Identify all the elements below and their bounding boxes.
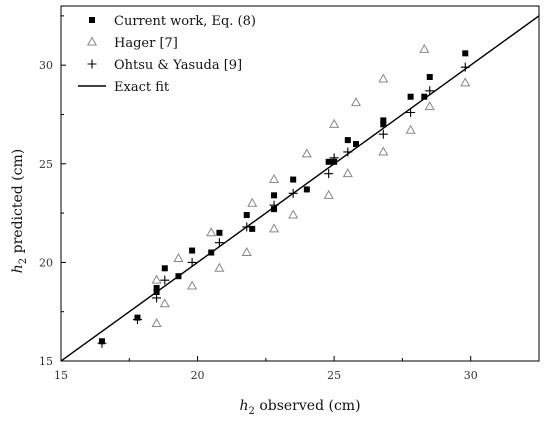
data-point-s2-13: [406, 108, 416, 117]
y-tick-label: 20: [39, 256, 53, 269]
data-point-s1-7: [241, 247, 252, 257]
data-point-s1-6: [214, 262, 225, 272]
data-point-s0-12: [271, 192, 278, 199]
data-point-s1-3: [173, 252, 184, 262]
x-axis-label: h2 observed (cm): [239, 398, 360, 417]
y-axis-label: h2 predicted (cm): [10, 149, 29, 273]
data-point-s0-18: [352, 141, 359, 148]
data-point-s1-18: [378, 73, 389, 83]
data-point-s0-10: [249, 225, 256, 232]
data-point-s1-10: [268, 174, 280, 184]
x-axis-label-sub: 2: [249, 406, 255, 417]
data-point-s0-8: [216, 229, 223, 236]
data-point-s1-15: [342, 168, 353, 178]
data-point-s2-3: [160, 275, 170, 285]
data-point-s1-13: [323, 189, 334, 199]
plot-area: [61, 15, 539, 361]
x-tick-label: 30: [464, 369, 478, 382]
data-point-s1-19: [405, 124, 416, 134]
data-point-s2-4: [187, 257, 197, 267]
data-point-s1-1: [151, 274, 162, 284]
data-point-s1-12: [301, 148, 312, 158]
y-axis-label-sub: 2: [18, 258, 29, 264]
data-point-s1-5: [206, 227, 217, 237]
y-axis-label-main: h: [10, 264, 26, 273]
data-point-s0-6: [189, 247, 196, 254]
data-point-s2-2: [152, 293, 162, 303]
axes-layer: 15 20 25 30 15 20 25 30: [39, 5, 540, 382]
y-axis-label-rest: predicted (cm): [10, 149, 26, 258]
plot-frame: [60, 5, 540, 362]
data-point-s0-17: [344, 137, 351, 144]
legend-label: Current work, Eq. (8): [114, 14, 256, 29]
data-point-s0-22: [421, 93, 428, 100]
data-point-s1-0: [151, 318, 162, 328]
data-point-s0-3: [153, 285, 160, 292]
x-tick-label: 25: [327, 369, 341, 382]
data-point-s1-17: [378, 146, 389, 156]
data-point-s1-14: [329, 118, 340, 128]
x-tick-label: 15: [54, 369, 68, 382]
legend-label: Exact fit: [114, 80, 170, 95]
data-point-s0-13: [290, 176, 297, 183]
data-point-s2-10: [329, 153, 339, 163]
legend-label: Hager [7]: [114, 36, 178, 51]
data-point-s1-9: [268, 223, 280, 233]
y-tick-label: 25: [39, 158, 53, 171]
data-point-s1-2: [159, 298, 170, 308]
data-point-s0-14: [303, 186, 310, 193]
data-point-s1-8: [247, 197, 258, 207]
legend-symbol-square: [89, 17, 95, 23]
data-point-s1-11: [288, 209, 299, 219]
data-point-s0-24: [462, 50, 469, 57]
x-axis-label-rest: observed (cm): [255, 398, 361, 414]
data-point-s2-14: [425, 86, 435, 96]
data-point-s2-1: [132, 315, 142, 325]
exact-fit-line: [61, 15, 539, 361]
legend-symbol-triangle: [86, 36, 98, 46]
legend-label: Ohtsu & Yasuda [9]: [114, 58, 242, 73]
data-point-s1-4: [187, 280, 198, 290]
data-point-s0-4: [161, 265, 168, 272]
data-point-s2-12: [378, 129, 388, 139]
data-point-s2-9: [324, 169, 334, 179]
plot-layer: [61, 15, 539, 361]
data-point-s0-20: [380, 117, 387, 124]
data-point-s0-9: [243, 212, 250, 219]
data-point-s2-5: [214, 238, 224, 248]
data-point-s1-22: [460, 77, 471, 87]
y-tick-label: 15: [39, 355, 53, 368]
y-tick-label: 30: [39, 59, 53, 72]
data-point-s2-0: [97, 338, 107, 348]
x-tick-label: 20: [191, 369, 205, 382]
data-point-s0-19: [380, 121, 387, 128]
legend-symbol-plus: [87, 59, 97, 69]
data-point-s0-23: [426, 74, 433, 80]
x-axis-label-main: h: [239, 398, 248, 414]
data-point-s1-20: [419, 43, 430, 53]
data-point-s1-21: [424, 101, 435, 111]
data-point-s0-21: [407, 93, 414, 100]
legend: Current work, Eq. (8) Hager [7] Ohtsu & Ya…: [78, 14, 256, 95]
data-point-s0-15: [325, 158, 332, 165]
data-point-s1-16: [350, 97, 362, 107]
